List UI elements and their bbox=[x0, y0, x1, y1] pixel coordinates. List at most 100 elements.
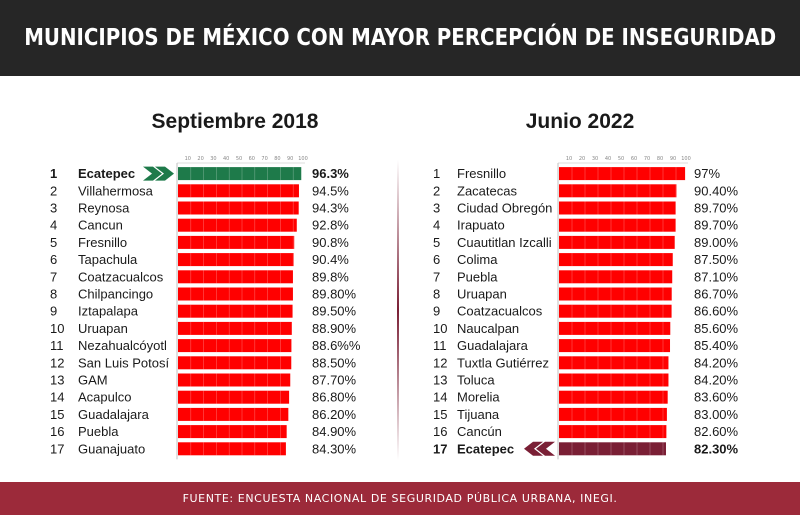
rank-label: 1 bbox=[433, 166, 440, 181]
rank-label: 17 bbox=[433, 441, 447, 456]
value-label: 94.3% bbox=[312, 201, 349, 216]
source-text: FUENTE: ENCUESTA NACIONAL DE SEGURIDAD P… bbox=[182, 492, 618, 505]
bar bbox=[559, 167, 686, 181]
highlight-arrow-icon bbox=[524, 441, 543, 456]
category-label: Guadalajara bbox=[457, 338, 529, 353]
value-label: 83.60% bbox=[694, 390, 739, 405]
value-label: 90.40% bbox=[694, 183, 739, 198]
rank-label: 4 bbox=[433, 218, 440, 233]
bar bbox=[178, 356, 292, 370]
rank-label: 12 bbox=[50, 355, 64, 370]
bar bbox=[178, 442, 286, 456]
category-label: Colima bbox=[457, 252, 498, 267]
value-label: 85.40% bbox=[694, 338, 739, 353]
panel-divider bbox=[397, 160, 399, 460]
tick-label: 70 bbox=[261, 156, 267, 162]
rank-label: 15 bbox=[50, 407, 64, 422]
category-label: Fresnillo bbox=[457, 166, 506, 181]
category-label: Puebla bbox=[457, 269, 498, 284]
bar bbox=[559, 270, 673, 284]
value-label: 90.8% bbox=[312, 235, 349, 250]
value-label: 84.20% bbox=[694, 373, 739, 388]
bar bbox=[559, 425, 667, 439]
category-label: Cuautitlan Izcalli bbox=[457, 235, 552, 250]
bar bbox=[559, 201, 676, 215]
value-label: 83.00% bbox=[694, 407, 739, 422]
rank-label: 5 bbox=[50, 235, 57, 250]
rank-label: 9 bbox=[50, 304, 57, 319]
value-label: 82.30% bbox=[694, 441, 739, 456]
bar bbox=[178, 270, 293, 284]
tick-label: 30 bbox=[592, 156, 598, 162]
highlight-arrow-icon bbox=[143, 166, 162, 181]
bar bbox=[178, 167, 302, 181]
rank-label: 17 bbox=[50, 441, 64, 456]
bar bbox=[178, 407, 289, 421]
bar bbox=[559, 356, 669, 370]
bar bbox=[178, 218, 297, 232]
category-label: Zacatecas bbox=[457, 183, 517, 198]
bar bbox=[559, 184, 677, 198]
category-label: San Luis Potosí bbox=[78, 355, 169, 370]
value-label: 94.5% bbox=[312, 183, 349, 198]
charts-canvas: 10 20 30 40 50 60 70 80 90 100 1 Ecatepec 96.3% 2 Vill… bbox=[50, 156, 739, 460]
value-label: 87.70% bbox=[312, 373, 357, 388]
rank-label: 3 bbox=[433, 201, 440, 216]
value-label: 86.20% bbox=[312, 407, 357, 422]
category-label: Tapachula bbox=[78, 252, 138, 267]
rank-label: 12 bbox=[433, 355, 447, 370]
tick-label: 60 bbox=[249, 156, 255, 162]
rank-label: 7 bbox=[433, 269, 440, 284]
source-footer: FUENTE: ENCUESTA NACIONAL DE SEGURIDAD P… bbox=[0, 482, 800, 515]
bar bbox=[178, 287, 293, 301]
rank-label: 11 bbox=[433, 338, 447, 353]
value-label: 89.50% bbox=[312, 304, 357, 319]
tick-label: 90 bbox=[287, 156, 293, 162]
tick-label: 20 bbox=[197, 156, 203, 162]
tick-label: 60 bbox=[631, 156, 637, 162]
category-label: Ecatepec bbox=[78, 166, 135, 181]
tick-label: 40 bbox=[223, 156, 229, 162]
tick-label: 20 bbox=[579, 156, 585, 162]
rank-label: 6 bbox=[50, 252, 57, 267]
category-label: Cancun bbox=[78, 218, 123, 233]
bar bbox=[559, 442, 666, 456]
rank-label: 15 bbox=[433, 407, 447, 422]
rank-label: 6 bbox=[433, 252, 440, 267]
highlight-arrow-icon bbox=[155, 166, 174, 181]
rank-label: 16 bbox=[433, 424, 447, 439]
tick-label: 10 bbox=[185, 156, 191, 162]
rank-label: 10 bbox=[50, 321, 64, 336]
bar bbox=[178, 373, 291, 387]
bar bbox=[178, 201, 299, 215]
tick-label: 100 bbox=[298, 156, 308, 162]
value-label: 87.10% bbox=[694, 269, 739, 284]
rank-label: 8 bbox=[50, 287, 57, 302]
category-label: Naucalpan bbox=[457, 321, 519, 336]
page-title-bar: MUNICIPIOS DE MÉXICO CON MAYOR PERCEPCIÓ… bbox=[0, 0, 800, 76]
rank-label: 13 bbox=[433, 373, 447, 388]
tick-label: 100 bbox=[681, 156, 691, 162]
value-label: 90.4% bbox=[312, 252, 349, 267]
rank-label: 9 bbox=[433, 304, 440, 319]
value-label: 87.50% bbox=[694, 252, 739, 267]
value-label: 89.80% bbox=[312, 287, 357, 302]
value-label: 84.30% bbox=[312, 441, 357, 456]
category-label: Chilpancingo bbox=[78, 287, 153, 302]
category-label: Acapulco bbox=[78, 390, 131, 405]
tick-label: 90 bbox=[670, 156, 676, 162]
value-label: 88.6%% bbox=[312, 338, 361, 353]
value-label: 88.50% bbox=[312, 355, 357, 370]
value-label: 86.60% bbox=[694, 304, 739, 319]
category-label: Coatzacualcos bbox=[457, 304, 543, 319]
tick-label: 50 bbox=[236, 156, 242, 162]
value-label: 86.70% bbox=[694, 287, 739, 302]
bar bbox=[178, 321, 292, 335]
category-label: Irapuato bbox=[457, 218, 505, 233]
page-title: MUNICIPIOS DE MÉXICO CON MAYOR PERCEPCIÓ… bbox=[23, 25, 777, 51]
rank-label: 10 bbox=[433, 321, 447, 336]
rank-label: 7 bbox=[50, 269, 57, 284]
chart-panel-2022: 10 20 30 40 50 60 70 80 90 100 1 Fresnillo 97% 2 Zacat… bbox=[433, 156, 739, 460]
rank-label: 5 bbox=[433, 235, 440, 250]
bar bbox=[178, 235, 295, 249]
